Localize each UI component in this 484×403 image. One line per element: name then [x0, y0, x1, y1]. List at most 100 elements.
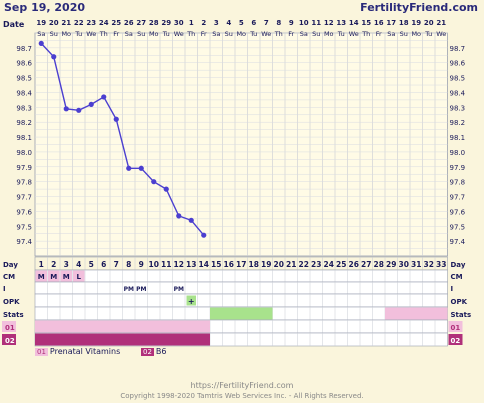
day-number: 4 [76, 260, 81, 269]
legend-label-01: Prenatal Vitamins [49, 347, 121, 356]
y-tick-left: 98.5 [16, 75, 32, 83]
temperature-point [63, 106, 69, 112]
date-label: 28 [149, 19, 159, 27]
y-tick-right: 98.5 [450, 75, 466, 83]
row-label-i: I [3, 285, 6, 293]
weekday-label: Tu [162, 30, 170, 38]
y-tick-left: 98.7 [16, 45, 32, 53]
i-value: PM [124, 286, 134, 293]
chart-date: Sep 19, 2020 [4, 1, 86, 14]
med-code-left [2, 334, 16, 345]
cm-cell [35, 270, 47, 282]
day-number: 23 [311, 260, 321, 269]
date-label: 25 [111, 19, 121, 27]
weekday-label: Th [186, 30, 195, 38]
weekday-label: Th [99, 30, 108, 38]
y-tick-left: 97.5 [16, 223, 32, 231]
cm-cell [73, 270, 85, 282]
weekday-label: Sa [212, 30, 220, 38]
row-label-right-opk: OPK [451, 298, 468, 306]
temperature-point [101, 94, 107, 100]
date-label: 15 [361, 19, 371, 27]
legend-code-01: 01 [35, 348, 48, 356]
day-number: 12 [174, 260, 184, 269]
day-number: 20 [274, 260, 284, 269]
temperature-point [201, 232, 207, 238]
temperature-point [113, 116, 119, 122]
bbt-chart: 98.7 98.7 98.6 98.6 98.5 98.5 98.4 98.4 98.3 98.3… [2, 19, 472, 347]
date-label: 21 [61, 19, 71, 27]
day-number: 2 [51, 260, 56, 269]
y-tick-right: 97.6 [450, 208, 466, 216]
stats-band-green [210, 307, 273, 320]
temperature-point [151, 179, 157, 185]
cm-cell [60, 270, 72, 282]
date-label: 23 [86, 19, 96, 27]
date-label: 12 [324, 19, 334, 27]
weekday-label: Su [225, 30, 233, 38]
row-cm [34, 269, 448, 283]
cm-value: M [63, 273, 70, 281]
row-label-med2: 02 [5, 337, 15, 345]
date-label: 24 [99, 19, 109, 27]
date-label: 1 [189, 19, 194, 27]
day-number: 26 [349, 260, 359, 269]
weekday-label: Mo [149, 30, 159, 38]
day-number: 7 [114, 260, 119, 269]
row-label-right-i: I [451, 285, 454, 293]
y-tick-left: 98.1 [16, 134, 32, 142]
date-label: 7 [264, 19, 269, 27]
day-number: 10 [149, 260, 159, 269]
weekday-label: Mo [236, 30, 246, 38]
brand-link[interactable]: FertilityFriend.com [360, 1, 478, 14]
date-label: 16 [374, 19, 384, 27]
y-tick-left: 97.8 [16, 179, 32, 187]
weekday-label: Sa [37, 30, 45, 38]
row-i [34, 281, 448, 295]
temperature-point [76, 107, 82, 113]
weekday-label: Mo [61, 30, 71, 38]
date-label: 21 [436, 19, 446, 27]
day-number: 29 [386, 260, 396, 269]
day-number: 3 [64, 260, 69, 269]
legend-b6: 02 B6 [141, 347, 167, 356]
day-number: 5 [89, 260, 94, 269]
date-label: 17 [386, 19, 396, 27]
temperature-point [126, 165, 132, 171]
row-label-cm: CM [3, 273, 15, 281]
day-number: 15 [211, 260, 221, 269]
day-number: 28 [374, 260, 384, 269]
y-tick-right: 98.1 [450, 134, 466, 142]
y-tick-right: 98.3 [450, 104, 466, 112]
date-label: 4 [226, 19, 231, 27]
row-label-date: Date [3, 20, 25, 29]
weekday-label: Sa [387, 30, 395, 38]
day-number: 19 [261, 260, 271, 269]
temperature-point [138, 165, 144, 171]
row-label-right-med1: 01 [451, 324, 461, 332]
weekday-label: Tu [337, 30, 345, 38]
med2-band [35, 333, 210, 346]
date-label: 8 [276, 19, 281, 27]
footer-url[interactable]: https://FertilityFriend.com [190, 381, 294, 390]
date-label: 20 [49, 19, 59, 27]
date-label: 30 [174, 19, 184, 27]
y-tick-left: 98.3 [16, 104, 32, 112]
med-code-right [448, 321, 463, 332]
date-label: 2 [201, 19, 206, 27]
day-number: 6 [101, 260, 106, 269]
date-label: 6 [251, 19, 256, 27]
day-number: 22 [299, 260, 309, 269]
row-label-right-stats: Stats [451, 311, 472, 319]
date-label: 18 [399, 19, 409, 27]
temperature-point [88, 101, 94, 107]
legend-code-02: 02 [141, 348, 154, 356]
weekday-label: We [86, 30, 96, 38]
y-tick-right: 98.7 [450, 45, 466, 53]
y-tick-right: 98.2 [450, 119, 466, 127]
weekday-label: Fr [376, 30, 382, 38]
day-number: 18 [249, 260, 259, 269]
day-number: 25 [336, 260, 346, 269]
y-tick-right: 97.9 [450, 164, 466, 172]
date-label: 13 [336, 19, 346, 27]
